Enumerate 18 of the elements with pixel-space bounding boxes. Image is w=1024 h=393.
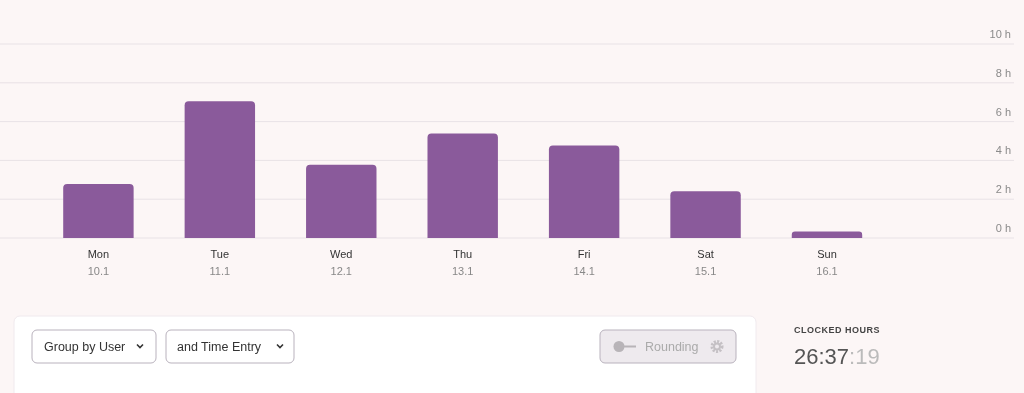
y-tick-label: 10 h xyxy=(989,28,1011,40)
text: 26:37:19 xyxy=(794,344,880,369)
text: Rounding xyxy=(645,340,699,354)
x-tick-label: Tue 11.1 xyxy=(209,248,231,277)
y-tick-label: 6 h xyxy=(995,105,1011,118)
y-tick-label: 4 h xyxy=(995,144,1011,157)
text: CLOCKED HOURS xyxy=(794,325,881,335)
y-tick-label: 2 h xyxy=(995,183,1011,196)
x-tick-label: Sat 15.1 xyxy=(694,248,717,277)
y-tick-label: 0 h xyxy=(995,222,1011,234)
x-tick-label: Fri 14.1 xyxy=(573,248,595,277)
text: and Time Entry xyxy=(177,340,262,354)
x-tick-label: Mon 10.1 xyxy=(87,248,110,277)
x-tick-label: Wed 12.1 xyxy=(330,248,353,277)
x-tick-label: Sun 16.1 xyxy=(816,248,838,277)
x-tick-label: Thu 13.1 xyxy=(451,248,474,277)
text: Group by User xyxy=(44,340,126,354)
y-tick-label: 8 h xyxy=(995,66,1011,79)
